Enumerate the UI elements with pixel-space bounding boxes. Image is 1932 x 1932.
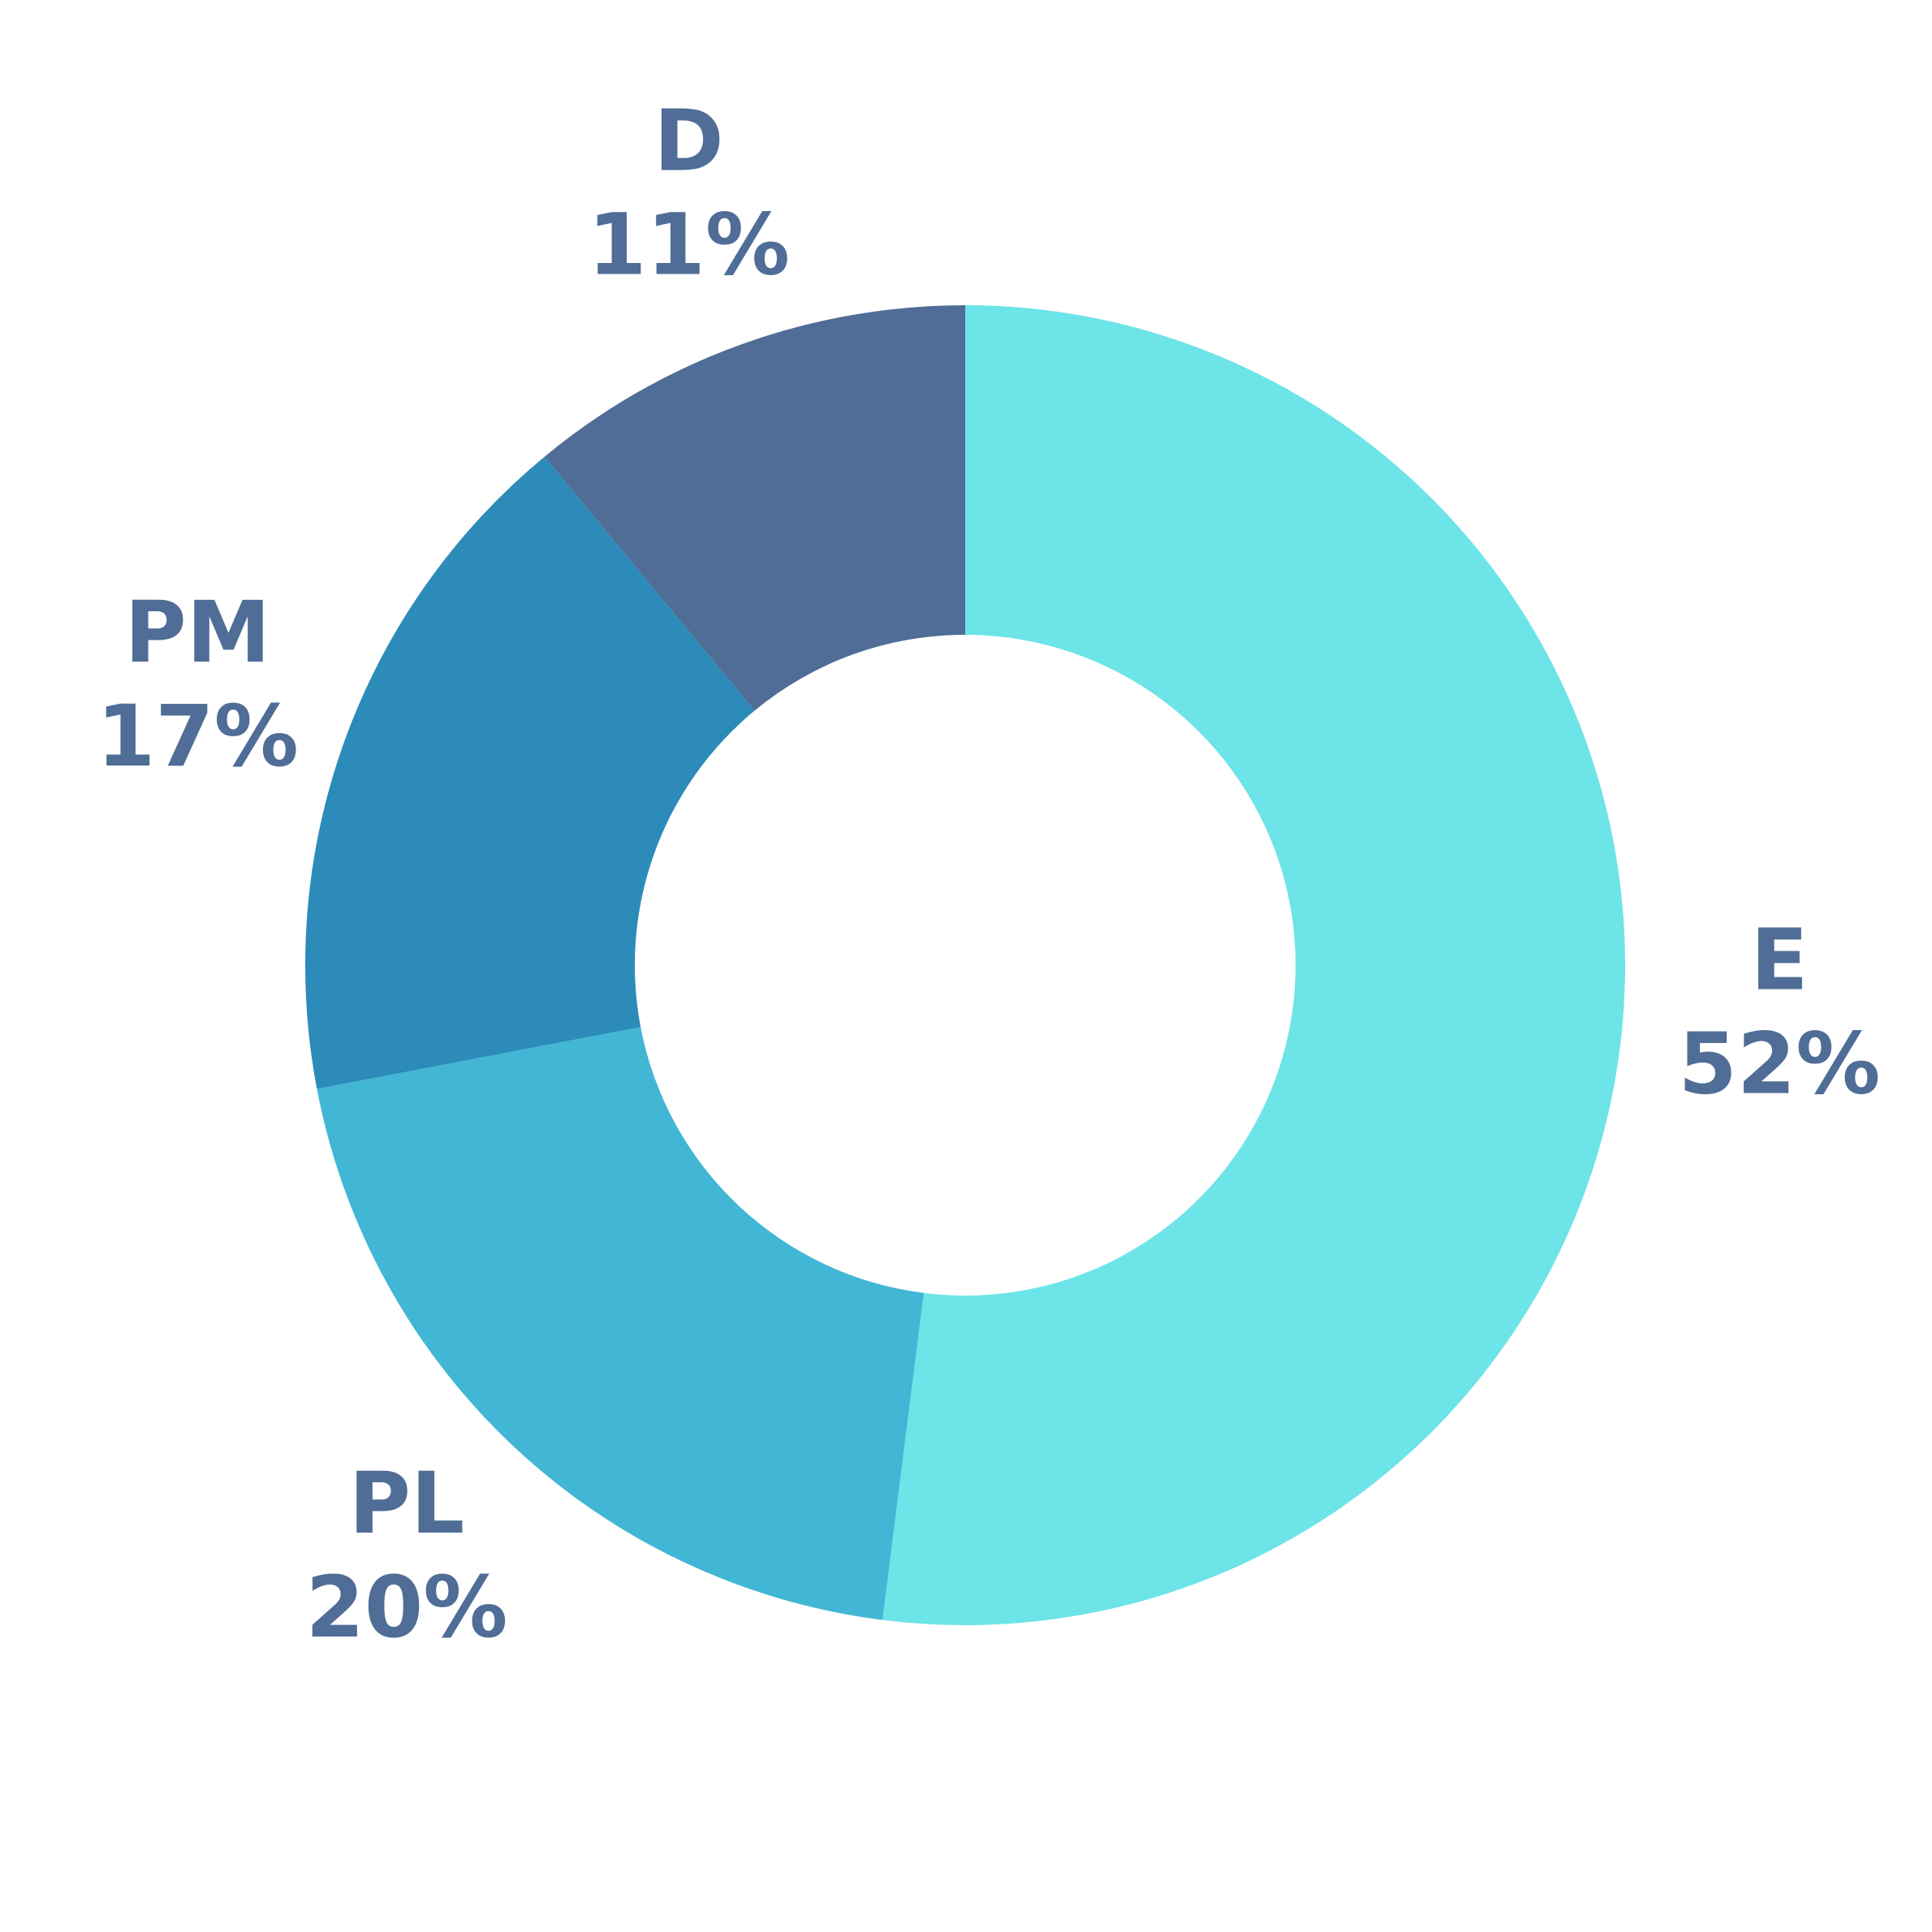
donut-slice [317,1027,924,1620]
slice-value-label: 11% [588,196,790,295]
slice-name: PM [125,583,271,682]
slice-value-label: 17% [97,687,299,786]
donut-slice [304,456,755,1089]
slice-value-label: 52% [1679,1014,1881,1113]
slice-name: E [1750,910,1808,1009]
donut-slice [544,305,965,711]
slice-name: D [653,92,723,191]
slice-name: PL [349,1454,465,1553]
slice-value-label: 20% [306,1558,508,1657]
donut-slice [882,305,1626,1625]
